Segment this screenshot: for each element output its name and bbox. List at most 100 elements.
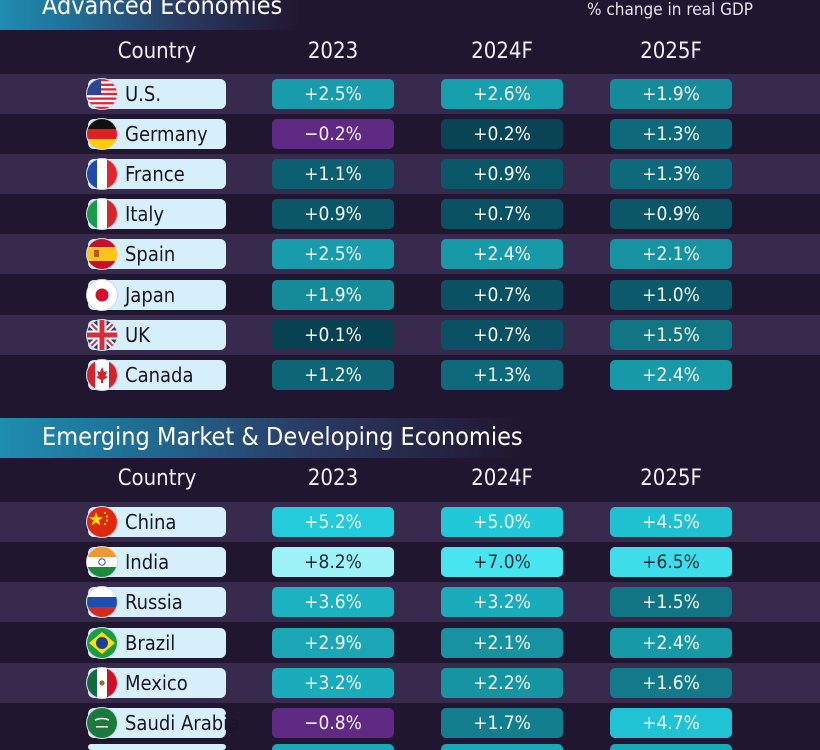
section-title: Emerging Market & Developing Economies	[42, 422, 523, 451]
country-name: Brazil	[125, 630, 176, 655]
column-header-country: Country	[117, 39, 197, 64]
country-pill: Germany	[86, 117, 226, 150]
value-cell-2023: +2.5%	[272, 239, 394, 270]
value-cell-2024f: +2.1%	[441, 627, 563, 658]
value-cell-2024f: +7.0%	[441, 547, 563, 578]
country-pill: China	[86, 506, 226, 538]
value-cell-2023: +3.6%	[272, 587, 394, 618]
column-header-2024f: 2024F	[471, 39, 533, 64]
country-pill-partial	[88, 744, 226, 750]
country-pill: France	[86, 157, 226, 190]
value-cell-2023: +2.9%	[272, 627, 394, 658]
column-header-2025f: 2025F	[640, 466, 702, 491]
country-pill: UK	[86, 318, 226, 351]
value-cell-2025f: +2.1%	[610, 239, 732, 270]
country-pill: Canada	[86, 358, 226, 391]
france-flag-icon	[86, 157, 118, 190]
value-cell-2025f: +1.0%	[610, 279, 732, 310]
value-cell-2023: +3.2%	[272, 667, 394, 698]
column-header-2023: 2023	[307, 39, 359, 64]
value-cell-2024f: +0.2%	[441, 118, 563, 149]
country-name: Russia	[125, 590, 183, 615]
saudi-arabia-flag-icon	[86, 707, 118, 739]
country-name: Canada	[125, 362, 194, 387]
section-banner	[0, 418, 520, 458]
italy-flag-icon	[86, 198, 118, 231]
value-cell-2025f: +1.5%	[610, 319, 732, 350]
canada-flag-icon	[86, 358, 118, 391]
country-name: Germany	[125, 121, 208, 146]
value-cell-2024f: +2.6%	[441, 78, 563, 109]
value-cell-2023: −0.2%	[272, 118, 394, 149]
spain-flag-icon	[86, 238, 118, 271]
value-cell-2023: +2.5%	[272, 78, 394, 109]
country-name: India	[125, 550, 170, 575]
value-cell-2023: +0.1%	[272, 319, 394, 350]
country-name: Japan	[125, 282, 176, 307]
section-banner	[0, 0, 300, 30]
column-header-2025f: 2025F	[640, 39, 702, 64]
value-cell-2024f: +0.7%	[441, 319, 563, 350]
value-cell-2024f: +1.7%	[441, 708, 563, 738]
country-name: Mexico	[125, 670, 188, 695]
value-cell-2023: +0.9%	[272, 199, 394, 230]
country-pill: Italy	[86, 198, 226, 231]
column-header-2024f: 2024F	[471, 466, 533, 491]
value-cell-2024f: +1.3%	[441, 359, 563, 390]
country-pill: U.S.	[86, 77, 226, 110]
value-cell-2023: +1.2%	[272, 359, 394, 390]
section-title: Advanced Economies	[42, 0, 283, 20]
country-name: Spain	[125, 242, 176, 267]
country-name: China	[125, 510, 177, 534]
country-pill: Saudi Arabia	[86, 707, 239, 739]
value-cell-2023: +1.9%	[272, 279, 394, 310]
us-flag-icon	[86, 77, 118, 110]
uk-flag-icon	[86, 318, 118, 351]
country-pill: Spain	[86, 238, 226, 271]
country-pill: Mexico	[86, 666, 226, 699]
value-cell-2024f: +2.2%	[441, 667, 563, 698]
value-cell-2024f: +0.9%	[441, 158, 563, 189]
country-pill: Russia	[86, 586, 226, 619]
value-cell-2025f: +4.7%	[610, 708, 732, 738]
china-flag-icon	[86, 506, 118, 538]
brazil-flag-icon	[86, 626, 118, 659]
country-name: U.S.	[125, 81, 162, 106]
value-cell-2023: +8.2%	[272, 547, 394, 578]
country-name: Italy	[125, 202, 165, 227]
value-cell-2025f: +4.5%	[610, 507, 732, 537]
country-name: France	[125, 161, 185, 186]
value-cell-2025f: +0.9%	[610, 199, 732, 230]
russia-flag-icon	[86, 586, 118, 619]
country-pill: Japan	[86, 278, 226, 311]
japan-flag-icon	[86, 278, 118, 311]
value-cell-2025f: +6.5%	[610, 547, 732, 578]
value-cell-2023: −0.8%	[272, 708, 394, 738]
value-cell-2025f: +1.5%	[610, 587, 732, 618]
germany-flag-icon	[86, 117, 118, 150]
country-pill: Brazil	[86, 626, 226, 659]
country-name: UK	[125, 322, 150, 347]
value-cell-2025f: +1.9%	[610, 78, 732, 109]
partial-next-row	[0, 744, 820, 750]
value-cell-2024f: +5.0%	[441, 507, 563, 537]
value-cell-2023: +5.2%	[272, 507, 394, 537]
value-cell-2023: +1.1%	[272, 158, 394, 189]
value-cell-2025f: +1.3%	[610, 158, 732, 189]
india-flag-icon	[86, 546, 118, 579]
country-name: Saudi Arabia	[125, 711, 240, 735]
value-cell-2024f: +0.7%	[441, 279, 563, 310]
value-cell-partial	[441, 744, 563, 750]
column-header-2023: 2023	[307, 466, 359, 491]
value-cell-2024f: +0.7%	[441, 199, 563, 230]
value-cell-2025f: +1.6%	[610, 667, 732, 698]
value-cell-partial	[272, 744, 394, 750]
value-cell-2024f: +2.4%	[441, 239, 563, 270]
column-header-country: Country	[117, 466, 197, 491]
mexico-flag-icon	[86, 666, 118, 699]
value-cell-partial	[610, 744, 732, 750]
country-pill: India	[86, 546, 226, 579]
value-cell-2025f: +2.4%	[610, 627, 732, 658]
value-cell-2024f: +3.2%	[441, 587, 563, 618]
chart-subtitle: % change in real GDP	[587, 0, 753, 20]
